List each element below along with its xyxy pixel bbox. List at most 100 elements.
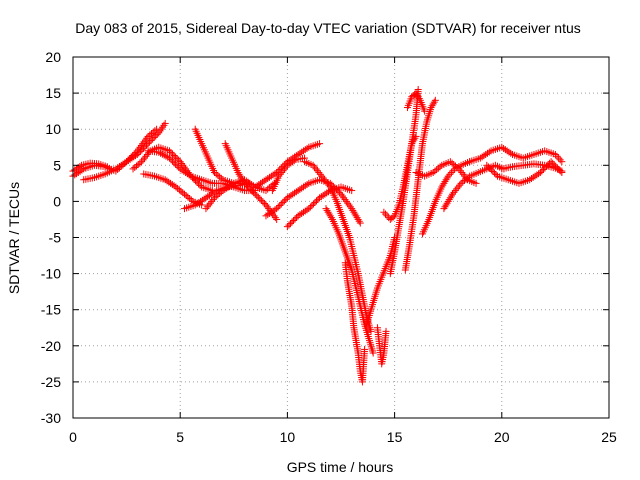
data-point (462, 175, 470, 183)
data-point (212, 170, 220, 178)
data-point (558, 158, 566, 166)
data-point (204, 193, 212, 201)
data-point (183, 170, 191, 178)
data-point (303, 144, 311, 152)
data-point (442, 176, 450, 184)
data-point (380, 208, 388, 216)
data-point (316, 140, 324, 148)
data-point (459, 178, 467, 186)
data-point (270, 212, 278, 220)
data-point (76, 162, 84, 170)
data-point (157, 149, 165, 157)
data-point (169, 150, 177, 158)
data-point (431, 96, 439, 104)
data-point (553, 152, 561, 160)
y-tick-label: -10 (41, 266, 61, 282)
data-points (69, 85, 566, 386)
data-point (531, 172, 539, 180)
x-axis-label: GPS time / hours (287, 459, 394, 475)
data-point (161, 176, 169, 184)
data-point (173, 162, 181, 170)
data-point (484, 149, 492, 157)
data-point (180, 190, 188, 198)
data-point (155, 148, 163, 156)
data-point (149, 128, 157, 136)
data-point (281, 165, 289, 173)
data-point (292, 188, 300, 196)
data-point (448, 159, 456, 167)
data-point (251, 183, 259, 191)
data-point (487, 166, 495, 174)
data-point (276, 165, 284, 173)
data-point (355, 217, 363, 225)
data-point (134, 161, 142, 169)
data-point (176, 165, 184, 173)
data-point (260, 199, 268, 207)
data-point (195, 199, 203, 207)
data-point (165, 147, 173, 155)
data-point (456, 181, 464, 189)
data-point (193, 200, 201, 208)
data-point (457, 179, 465, 187)
data-point (285, 221, 293, 229)
data-point (144, 132, 152, 140)
data-point (453, 185, 461, 193)
data-point (430, 98, 438, 106)
data-point (361, 345, 369, 353)
data-point (161, 119, 169, 127)
data-point (173, 155, 181, 163)
data-point (282, 163, 290, 171)
data-point (427, 104, 435, 112)
data-point (448, 190, 456, 198)
data-point (179, 189, 187, 197)
data-point (460, 176, 468, 184)
data-point (556, 156, 564, 164)
data-point (141, 143, 149, 151)
data-point (433, 166, 441, 174)
data-point (321, 190, 329, 198)
data-point (353, 214, 361, 222)
data-point (323, 206, 331, 214)
data-point (165, 154, 173, 162)
data-point (299, 147, 307, 155)
data-point (412, 89, 420, 97)
data-point (167, 148, 175, 156)
data-point (381, 210, 389, 218)
data-point (338, 192, 346, 200)
data-point (209, 189, 217, 197)
data-point (257, 179, 265, 187)
data-point (256, 195, 264, 203)
data-point (186, 195, 194, 203)
data-point (308, 202, 316, 210)
data-point (444, 172, 452, 180)
data-point (251, 190, 259, 198)
data-point (135, 149, 143, 157)
data-point (136, 147, 144, 155)
data-point (216, 189, 224, 197)
data-point (184, 193, 192, 201)
data-point (507, 149, 515, 157)
data-point (130, 153, 138, 161)
data-point (410, 136, 418, 144)
data-point (526, 176, 534, 184)
series-arc-10 (202, 176, 279, 213)
data-point (279, 198, 287, 206)
data-point (202, 194, 210, 202)
data-point (253, 182, 261, 190)
data-point (114, 164, 122, 172)
data-point (459, 170, 467, 178)
data-point (217, 174, 225, 182)
data-point (298, 209, 306, 217)
data-point (558, 167, 566, 175)
data-point (121, 159, 129, 167)
data-point (223, 184, 231, 192)
data-point (296, 211, 304, 219)
data-point (445, 196, 453, 204)
data-point (533, 171, 541, 179)
data-point (170, 159, 178, 167)
x-tick-label: 25 (601, 429, 617, 445)
data-point (246, 179, 254, 187)
data-point (385, 214, 393, 222)
data-point (211, 194, 219, 202)
data-point (450, 161, 458, 169)
